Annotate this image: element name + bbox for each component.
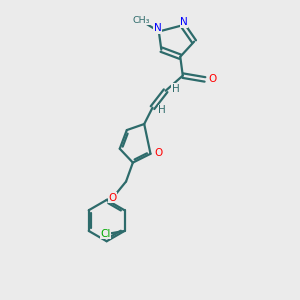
Text: H: H xyxy=(158,105,166,115)
Text: N: N xyxy=(154,23,161,34)
Text: O: O xyxy=(154,148,162,158)
Text: CH₃: CH₃ xyxy=(133,16,150,25)
Text: O: O xyxy=(208,74,216,84)
Text: N: N xyxy=(180,17,188,27)
Text: Cl: Cl xyxy=(100,229,111,239)
Text: O: O xyxy=(108,193,117,203)
Text: H: H xyxy=(172,84,180,94)
